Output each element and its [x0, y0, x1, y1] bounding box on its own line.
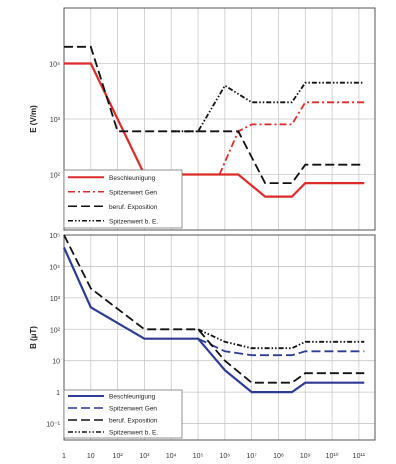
series-line-top-3 — [171, 81, 365, 133]
x-tick-label: 10⁵ — [193, 453, 204, 460]
x-tick-label: 10² — [113, 453, 124, 460]
legend-label: beruf. Exposition — [109, 418, 158, 425]
legend-label: Spitzenwert Gen — [109, 189, 157, 196]
y-tick-label: 10² — [50, 327, 61, 334]
y-axis-label: E (V/m) — [29, 105, 38, 133]
y-tick-label: 10⁴ — [49, 62, 60, 69]
x-tick-label: 10 — [87, 453, 95, 460]
x-tick-label: 1 — [62, 453, 66, 460]
y-tick-label: 10⁴ — [49, 264, 60, 271]
legend: Beschleunigung Spitzenwert Gen beruf. Expo… — [63, 389, 183, 439]
series-line-bottom-3 — [197, 328, 365, 350]
chart-bottom: 10⁻¹ 1 10 10² 10³ 10⁴ 10⁵ B (µT) Beschleunigung S… — [29, 233, 376, 441]
y-tick-label: 10² — [50, 173, 61, 180]
plot-frame — [63, 7, 376, 231]
legend-label: Beschleunigung — [109, 175, 156, 182]
legend-label: beruf. Exposition — [109, 204, 158, 211]
legend-box — [63, 169, 183, 229]
y-axis-label: B (µT) — [29, 326, 38, 349]
chart-top: 10² 10³ 10⁴ E (V/m) Beschleunigung Spitzenwer… — [29, 7, 376, 231]
legend-label: Spitzenwert b. E. — [109, 430, 158, 437]
legend-label: Spitzenwert Gen — [109, 406, 157, 413]
legend: Beschleunigung Spitzenwert Gen beruf. Expo… — [63, 169, 183, 229]
x-axis-ticks: 1 10 10² 10³ 10⁴ 10⁵ 10⁶ 10⁷ 10⁸ 10⁹ 10¹⁰ 10¹¹ — [62, 452, 366, 460]
legend-box — [63, 389, 183, 439]
plot-frame — [63, 234, 376, 441]
x-tick-label: 10¹¹ — [353, 453, 366, 460]
y-tick-label: 10³ — [50, 117, 61, 124]
x-tick-label: 10³ — [139, 453, 150, 460]
y-tick-label: 10⁻¹ — [46, 422, 60, 429]
x-tick-label: 10⁹ — [300, 453, 311, 460]
y-tick-label: 10⁵ — [49, 233, 60, 240]
x-tick-label: 10¹⁰ — [326, 452, 339, 460]
y-tick-label: 10³ — [50, 296, 61, 303]
y-tick-label: 1 — [56, 390, 60, 397]
series-line-top-1 — [218, 101, 365, 175]
series-line-bottom-2 — [63, 234, 365, 384]
legend-label: Beschleunigung — [109, 394, 156, 401]
x-tick-label: 10⁷ — [247, 453, 258, 460]
y-tick-label: 10 — [52, 359, 60, 366]
series-line-bottom-1 — [197, 337, 365, 357]
legend-label: Spitzenwert b. E. — [109, 218, 158, 225]
series-line-bottom-0 — [62, 247, 365, 394]
series-line-top-2 — [64, 45, 365, 185]
x-tick-label: 10⁸ — [273, 453, 284, 460]
x-tick-label: 10⁶ — [220, 453, 231, 460]
x-tick-label: 10⁴ — [166, 453, 177, 460]
